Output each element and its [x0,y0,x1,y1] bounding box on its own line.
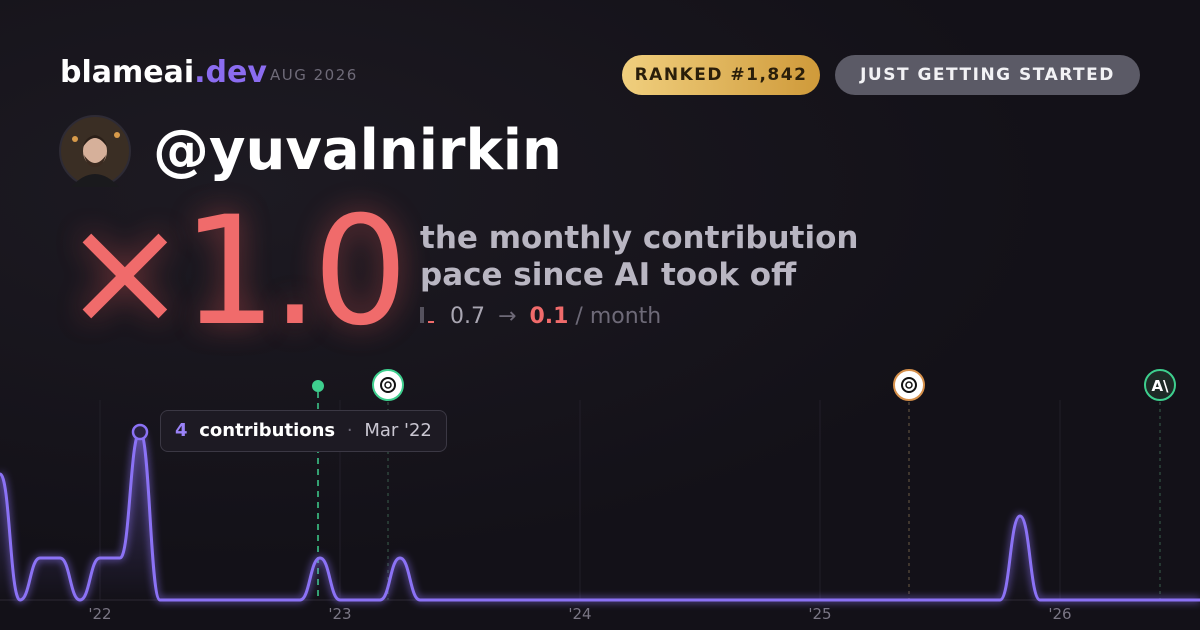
svg-text:A\: A\ [1151,377,1169,395]
tooltip-value: 4 [175,420,188,441]
x-tick-label: '24 [568,605,591,623]
x-tick-label: '26 [1048,605,1071,623]
line [0,430,1200,602]
tooltip: 4 contributions · Mar '22 [160,410,447,452]
pace-row: 0.7 → 0.1 / month [420,304,661,329]
area [0,432,1200,600]
handle: @yuvalnirkin [153,118,562,183]
rank-badge: RANKED #1,842 [622,55,820,95]
pace-before: 0.7 [450,304,485,329]
arrow: → [498,304,517,329]
event-icon [893,369,925,401]
bar-icon [420,307,424,323]
tooltip-date: Mar '22 [364,420,432,441]
bar-icon [428,321,434,323]
event-icon: A\ [1144,369,1176,401]
x-tick-label: '22 [88,605,111,623]
brand-name: blameai [60,55,195,90]
event-icon [372,369,404,401]
caption-line: pace since AI took off [420,257,797,293]
brand: blameai.dev [60,55,267,90]
x-tick-label: '25 [808,605,831,623]
peak-marker [131,423,149,441]
status-badge: JUST GETTING STARTED [835,55,1140,95]
event-dot [312,380,324,392]
unit: / month [575,304,662,329]
tooltip-label: contributions [199,420,336,441]
caption-line: the monthly contribution [420,220,859,256]
tooltip-sep: · [346,420,353,441]
brand-tld: .dev [194,55,267,90]
multiplier: ×1.0 [62,185,408,359]
x-tick-label: '23 [328,605,351,623]
pace-after: 0.1 [529,304,569,329]
stat-caption: the monthly contribution pace since AI t… [420,220,858,294]
date: AUG 2026 [270,66,358,84]
avatar [59,115,131,187]
